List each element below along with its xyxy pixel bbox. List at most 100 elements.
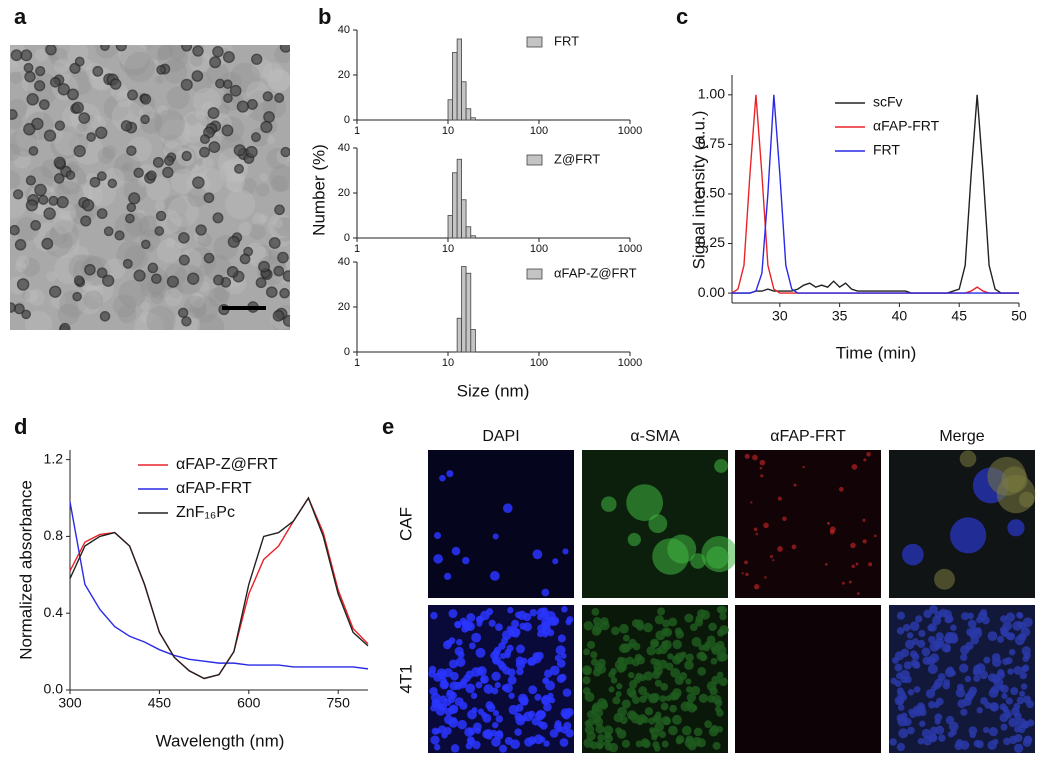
nanoparticle xyxy=(10,49,23,62)
cell xyxy=(430,704,437,712)
tem-texture xyxy=(77,121,88,133)
tem-texture xyxy=(194,266,222,295)
tem-texture xyxy=(162,134,181,153)
cell xyxy=(472,722,482,732)
cell xyxy=(1016,696,1025,705)
tem-texture xyxy=(162,58,188,84)
cell xyxy=(648,514,668,534)
cell xyxy=(862,539,867,544)
y-tick-label: 0 xyxy=(344,232,350,244)
cell xyxy=(459,617,467,625)
x-tick-label: 450 xyxy=(148,695,172,711)
nanoparticle xyxy=(69,62,81,74)
y-tick-label: 20 xyxy=(338,187,350,199)
cell xyxy=(685,700,694,709)
cell xyxy=(896,627,905,635)
cell xyxy=(960,708,968,716)
nanoparticle xyxy=(154,226,165,236)
cell xyxy=(928,623,937,632)
cell xyxy=(668,725,678,736)
cell xyxy=(889,738,897,746)
cell xyxy=(434,532,442,540)
cell xyxy=(632,696,640,705)
cell xyxy=(919,720,926,727)
cell xyxy=(559,738,569,747)
cell xyxy=(957,699,967,708)
cell xyxy=(556,659,566,668)
x-tick-label: 1 xyxy=(354,243,360,255)
cell xyxy=(824,563,828,566)
y-tick-label: 1.00 xyxy=(698,86,725,102)
cell xyxy=(640,738,650,748)
bar xyxy=(452,172,458,239)
nanoparticle xyxy=(229,84,242,97)
cell xyxy=(539,736,546,743)
cell xyxy=(557,634,566,643)
tem-texture xyxy=(140,301,151,311)
tem-texture xyxy=(118,280,146,308)
cell xyxy=(933,681,941,690)
cell xyxy=(685,735,694,744)
tem-texture xyxy=(166,86,190,110)
nanoparticle xyxy=(125,213,135,224)
cell xyxy=(992,738,999,745)
cell xyxy=(508,692,515,699)
tem-texture xyxy=(269,165,290,192)
nanoparticle xyxy=(181,150,192,162)
cell xyxy=(460,677,468,686)
cell xyxy=(702,643,711,652)
x-tick-label: 1000 xyxy=(618,357,642,369)
cell xyxy=(769,554,774,559)
cell xyxy=(959,450,977,468)
cell xyxy=(744,560,748,565)
nanoparticle xyxy=(146,170,157,181)
cell xyxy=(991,674,1001,684)
cell xyxy=(492,533,499,540)
tem-texture xyxy=(83,290,103,310)
cell xyxy=(597,734,605,742)
tem-texture xyxy=(183,295,207,319)
tem-texture xyxy=(55,49,70,64)
cell xyxy=(900,694,908,701)
nanoparticle xyxy=(266,286,278,298)
cell xyxy=(433,554,443,564)
cell xyxy=(1007,632,1016,641)
cell xyxy=(448,696,456,704)
cell xyxy=(838,486,844,492)
cell xyxy=(655,711,662,718)
cell xyxy=(488,619,496,627)
tem-texture xyxy=(170,168,197,195)
tem-texture xyxy=(90,115,106,131)
cell xyxy=(697,667,707,676)
x-axis-label: Time (min) xyxy=(836,343,917,362)
tem-background xyxy=(10,45,290,330)
nanoparticle xyxy=(236,100,249,113)
cell xyxy=(1009,735,1018,745)
cell xyxy=(621,739,631,748)
tem-texture xyxy=(119,45,150,76)
bar xyxy=(465,108,472,121)
nanoparticle xyxy=(282,270,290,282)
cell xyxy=(674,675,684,685)
cell xyxy=(610,676,618,684)
cell xyxy=(554,720,562,727)
cell xyxy=(480,610,490,621)
cell xyxy=(904,675,912,684)
cell xyxy=(929,726,938,735)
x-tick-label: 45 xyxy=(951,308,967,324)
nanoparticle xyxy=(30,220,41,231)
tem-texture xyxy=(189,51,212,74)
y-tick-label: 0 xyxy=(344,114,350,126)
tem-texture xyxy=(160,118,191,150)
nanoparticle xyxy=(89,176,101,188)
tem-texture xyxy=(241,178,257,194)
cell xyxy=(639,695,647,703)
cell xyxy=(482,713,492,723)
cell xyxy=(549,665,560,676)
nanoparticle xyxy=(10,224,20,236)
cell xyxy=(619,623,629,634)
tem-texture xyxy=(197,314,225,330)
cell xyxy=(1008,717,1018,728)
cell xyxy=(511,619,520,628)
cell xyxy=(996,635,1005,643)
